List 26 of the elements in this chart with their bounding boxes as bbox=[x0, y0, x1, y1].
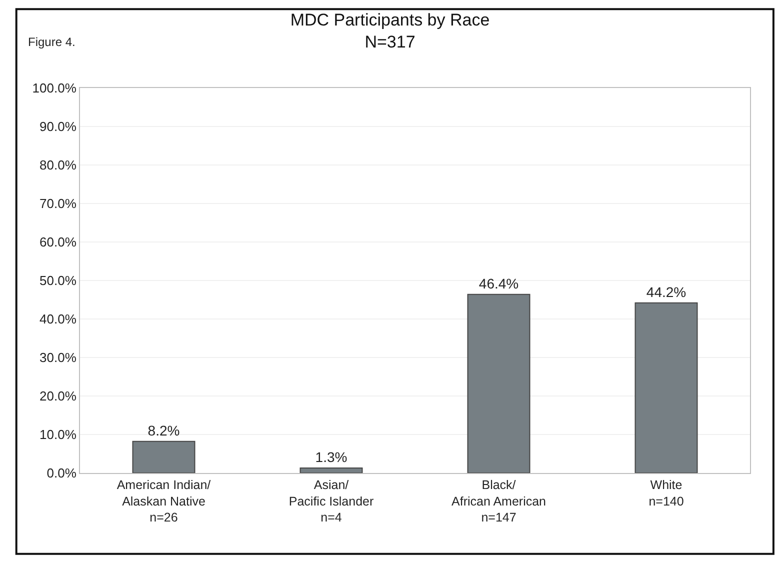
x-tick-label: White n=140 bbox=[648, 478, 684, 508]
y-tick-label: 80.0% bbox=[40, 158, 77, 173]
y-tick-label: 60.0% bbox=[40, 234, 77, 250]
caption: Figure 4. bbox=[28, 35, 76, 49]
y-tick-label: 0.0% bbox=[46, 466, 77, 481]
y-tick-label: 90.0% bbox=[40, 119, 77, 134]
y-tick-label: 70.0% bbox=[40, 196, 77, 212]
y-tick-label: 100.0% bbox=[32, 80, 77, 96]
data-label: 46.4% bbox=[478, 275, 519, 292]
data-label: 1.3% bbox=[315, 449, 348, 465]
x-tick-label: Black/ African American n=147 bbox=[452, 478, 546, 524]
chart-subtitle: N=317 bbox=[364, 32, 416, 52]
bar bbox=[634, 302, 698, 473]
y-tick-label: 30.0% bbox=[40, 350, 77, 366]
x-tick-label: Asian/ Pacific Islander n=4 bbox=[288, 478, 374, 524]
chart-title: MDC Participants by Race bbox=[290, 10, 490, 30]
y-tick-label: 20.0% bbox=[40, 388, 77, 404]
y-tick-label: 10.0% bbox=[40, 427, 77, 442]
data-label: 44.2% bbox=[646, 284, 686, 300]
y-tick-label: 40.0% bbox=[40, 312, 77, 327]
bar bbox=[467, 294, 530, 473]
x-tick-label: American Indian/ Alaskan Native n=26 bbox=[116, 478, 212, 524]
bar bbox=[300, 468, 363, 473]
bar bbox=[132, 440, 196, 473]
y-tick-label: 50.0% bbox=[40, 273, 77, 288]
data-label: 8.2% bbox=[148, 422, 180, 438]
